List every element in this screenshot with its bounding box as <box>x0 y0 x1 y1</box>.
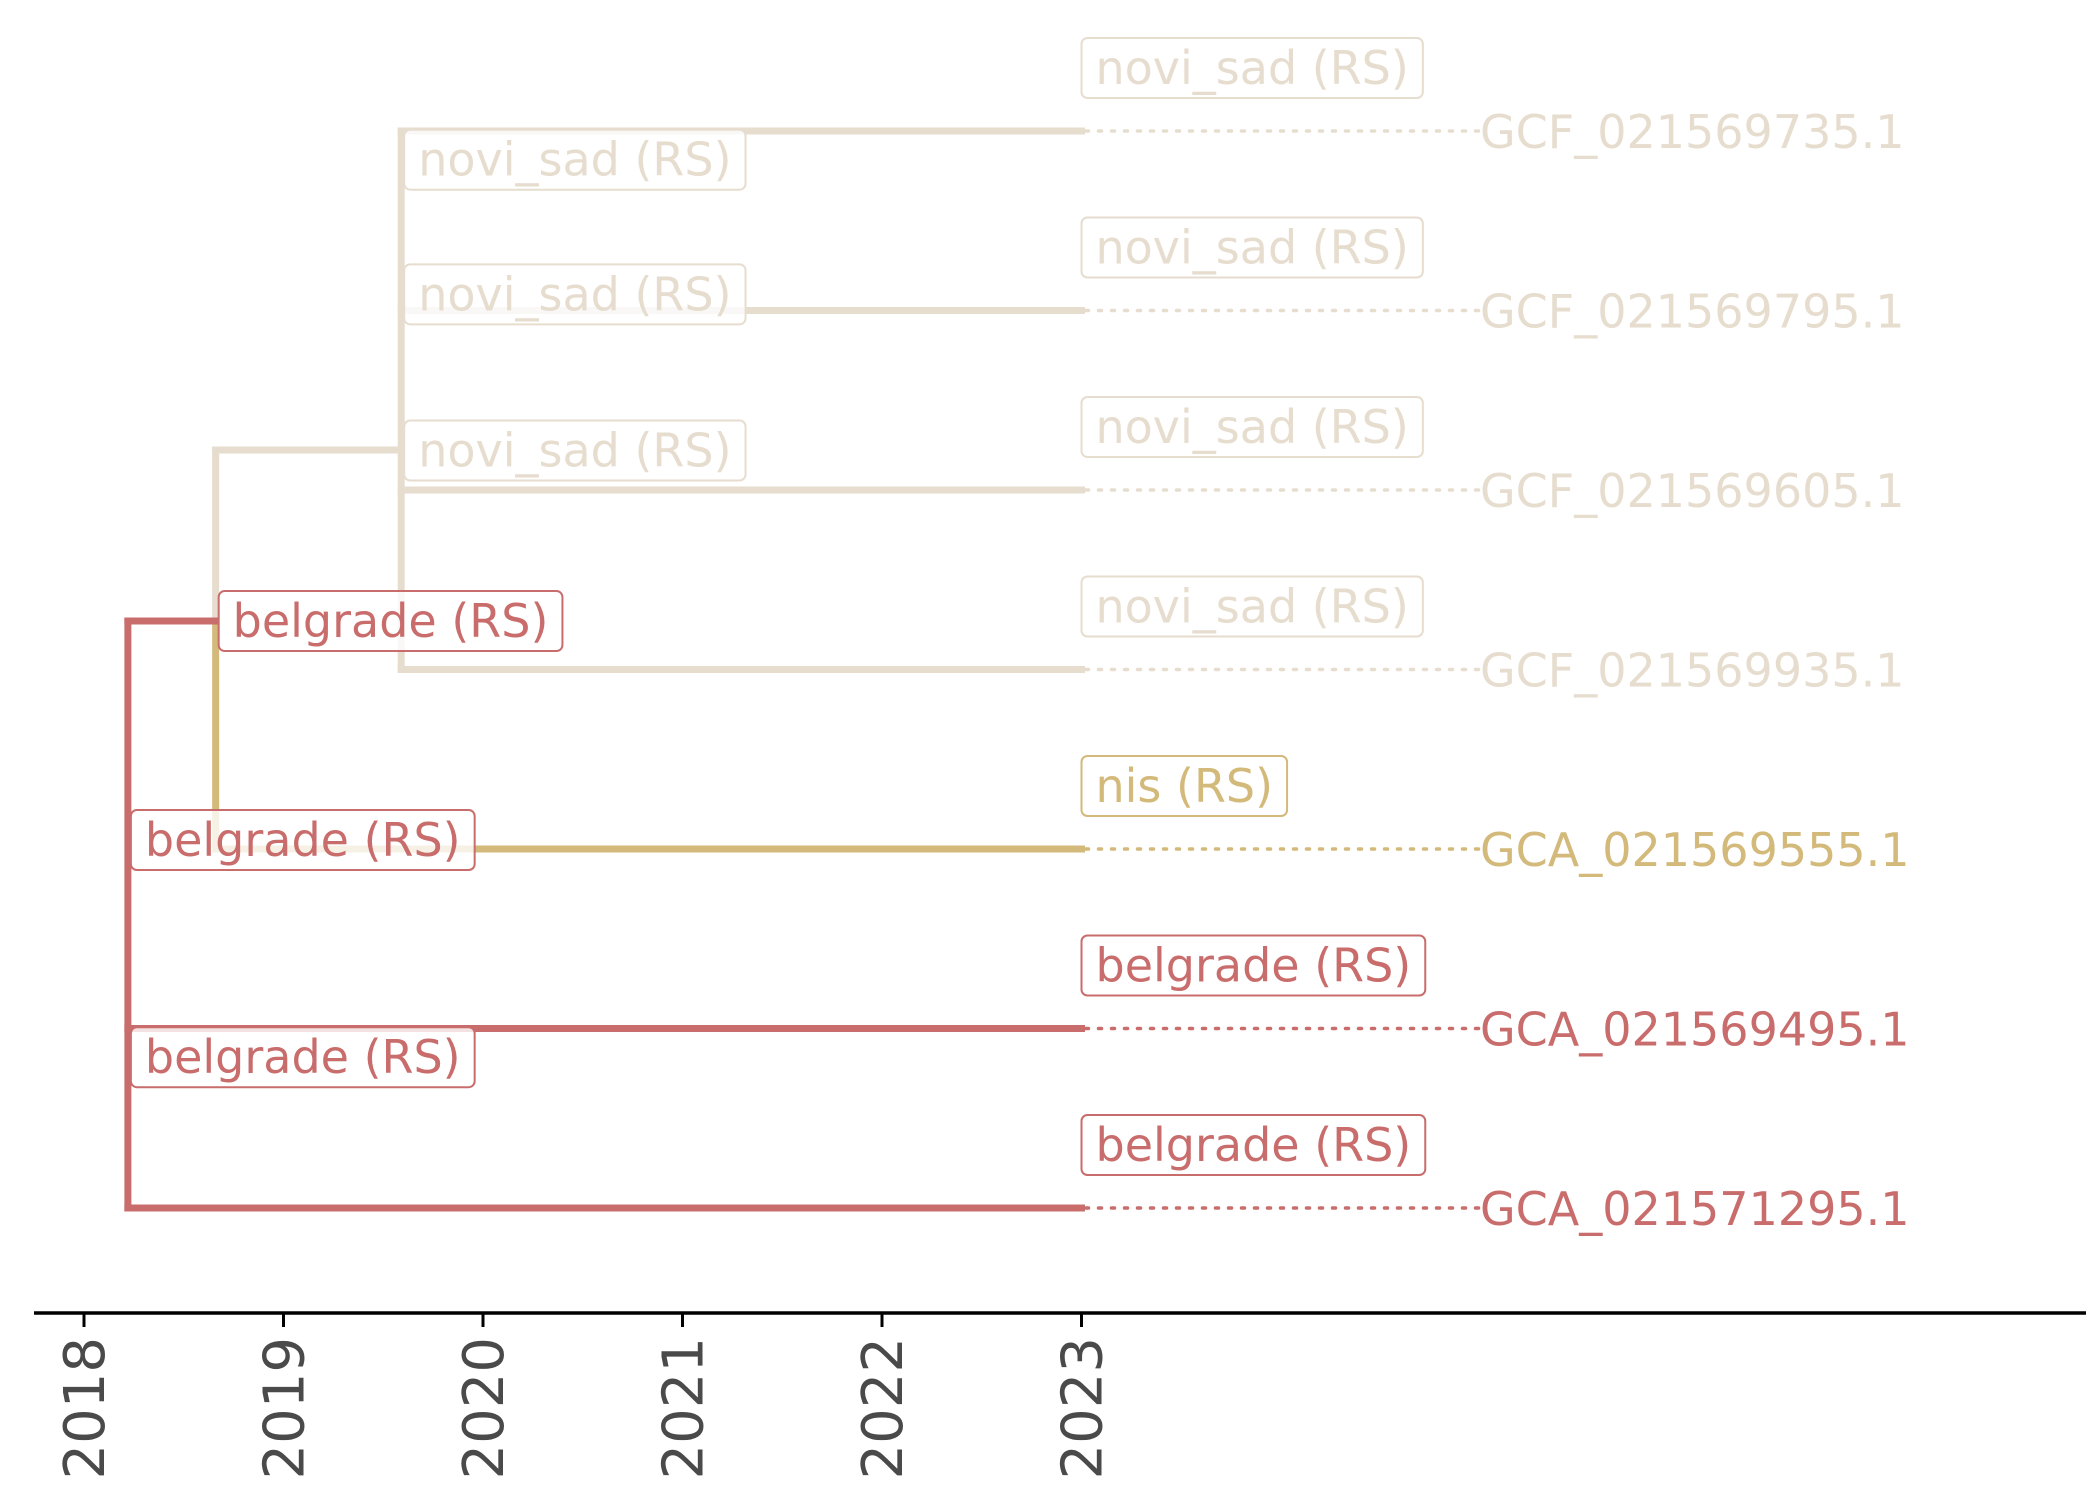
tip-location-label-4-box <box>1080 755 1289 817</box>
node-location-label-4: belgrade (RS) <box>129 809 476 872</box>
tip-location-label-4-text: nis (RS) <box>1096 759 1274 813</box>
tip-name-6: GCA_021571295.1 <box>1480 1182 1910 1236</box>
tip-location-label-3-text: novi_sad (RS) <box>1096 580 1409 634</box>
tip-location-label-0-box <box>1080 37 1424 99</box>
x-tick-label-2022: 2022 <box>851 1337 916 1480</box>
tip-name-4: GCA_021569555.1 <box>1480 823 1910 877</box>
location-labels: novi_sad (RS) novi_sad (RS) novi_sad (RS) n… <box>129 37 1427 1176</box>
node-location-label-0-text: novi_sad (RS) <box>418 133 731 187</box>
tip-location-label-1: novi_sad (RS) <box>1080 216 1424 279</box>
node-location-label-0: novi_sad (RS) <box>403 128 747 191</box>
tip-location-label-5-text: belgrade (RS) <box>1096 939 1412 993</box>
node-location-label-5: belgrade (RS) <box>129 1026 476 1089</box>
node-location-label-3: belgrade (RS) <box>217 590 564 653</box>
node-location-label-2-text: novi_sad (RS) <box>418 424 731 478</box>
tip-name-1: GCF_021569795.1 <box>1480 285 1905 339</box>
node-location-label-3-text: belgrade (RS) <box>233 594 549 648</box>
node-location-label-0-box <box>403 128 747 191</box>
node-location-label-4-box <box>129 809 476 872</box>
tip-location-label-6-box <box>1080 1114 1427 1176</box>
tip-name-3: GCF_021569935.1 <box>1480 644 1905 698</box>
node-location-label-5-box <box>129 1026 476 1089</box>
tip-location-label-5: belgrade (RS) <box>1080 934 1427 997</box>
x-tick-label-2019: 2019 <box>253 1337 318 1480</box>
tip-location-label-2: novi_sad (RS) <box>1080 396 1424 458</box>
node-location-label-1: novi_sad (RS) <box>403 263 747 326</box>
tip-location-label-6: belgrade (RS) <box>1080 1114 1427 1176</box>
tip-name-0: GCF_021569735.1 <box>1480 105 1905 159</box>
node-location-label-1-text: novi_sad (RS) <box>418 267 731 321</box>
tip-location-label-3-box <box>1080 575 1424 638</box>
tip-location-label-3: novi_sad (RS) <box>1080 575 1424 638</box>
tip-leader-lines <box>1083 129 1482 1210</box>
tip-name-5: GCA_021569495.1 <box>1480 1003 1910 1057</box>
x-tick-label-2023: 2023 <box>1051 1337 1116 1480</box>
node-location-label-3-box <box>217 590 564 653</box>
node-location-label-2-box <box>403 419 747 482</box>
tip-location-label-2-box <box>1080 396 1424 458</box>
tip-location-label-2-text: novi_sad (RS) <box>1096 400 1409 454</box>
tip-location-label-6-text: belgrade (RS) <box>1096 1118 1412 1172</box>
tip-location-label-0-text: novi_sad (RS) <box>1096 41 1409 95</box>
node-location-label-1-box <box>403 263 747 326</box>
node-location-label-4-text: belgrade (RS) <box>145 813 461 867</box>
tip-names: GCF_021569735.1 GCF_021569795.1 GCF_021569… <box>1480 105 1910 1236</box>
node-location-label-2: novi_sad (RS) <box>403 419 747 482</box>
node-location-label-5-text: belgrade (RS) <box>145 1030 461 1084</box>
tip-location-label-5-box <box>1080 934 1427 997</box>
x-tick-label-2021: 2021 <box>652 1337 717 1480</box>
tip-name-2: GCF_021569605.1 <box>1480 464 1905 518</box>
x-tick-label-2020: 2020 <box>452 1337 517 1480</box>
tip-location-label-4: nis (RS) <box>1080 755 1289 817</box>
tip-location-label-1-box <box>1080 216 1424 279</box>
time-axis: 2018 2019 2020 2021 2022 2023 <box>34 1311 2086 1480</box>
tip-location-label-0: novi_sad (RS) <box>1080 37 1424 99</box>
x-tick-label-2018: 2018 <box>53 1337 118 1480</box>
tip-location-label-1-text: novi_sad (RS) <box>1096 221 1409 275</box>
